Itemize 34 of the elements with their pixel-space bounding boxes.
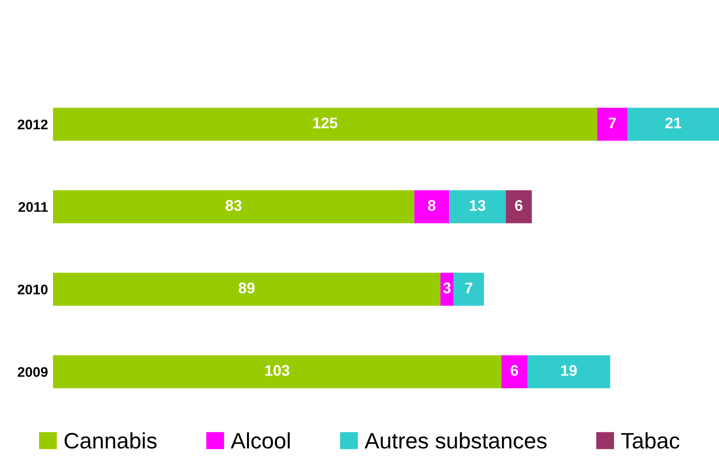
- data-label: 8: [428, 200, 436, 211]
- legend-label: Autres substances: [364, 432, 547, 449]
- data-label: 7: [465, 282, 472, 294]
- data-label: 103: [265, 365, 290, 376]
- data-label: 13: [470, 200, 486, 211]
- bar: [628, 108, 719, 141]
- legend-label: Alcool: [230, 432, 290, 449]
- data-label: 6: [515, 200, 522, 211]
- bar: [501, 355, 528, 388]
- bar: [53, 190, 414, 224]
- bar: [597, 108, 628, 141]
- legend-label: Cannabis: [64, 432, 157, 449]
- legend-label: Tabac: [621, 432, 680, 449]
- bar: [440, 272, 454, 306]
- y-tick-label: 2012: [18, 120, 48, 130]
- data-label: 6: [510, 365, 518, 376]
- data-label: 83: [226, 200, 242, 211]
- y-tick-label: 2010: [18, 284, 48, 294]
- data-label: 3: [443, 282, 451, 294]
- data-label: 21: [665, 118, 682, 128]
- bar: [53, 355, 502, 388]
- bar: [449, 190, 506, 224]
- y-tick-label: 2011: [18, 202, 48, 212]
- bar: [453, 272, 484, 306]
- bar: [53, 108, 598, 141]
- bar: [527, 355, 610, 388]
- y-tick-label: 2009: [18, 367, 48, 377]
- data-label: 7: [608, 118, 616, 128]
- data-label: 125: [313, 118, 338, 128]
- bar: [53, 272, 440, 306]
- bar: [506, 190, 532, 224]
- data-label: 19: [561, 365, 577, 376]
- data-label: 89: [238, 282, 255, 294]
- bar: [414, 190, 450, 224]
